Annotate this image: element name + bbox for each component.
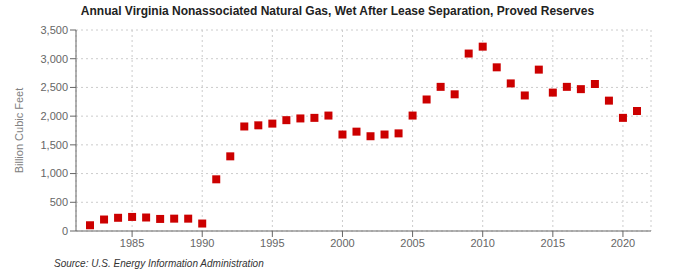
svg-text:2000: 2000 (330, 237, 354, 249)
svg-text:3,000: 3,000 (40, 53, 68, 65)
svg-text:2015: 2015 (541, 237, 565, 249)
svg-text:500: 500 (50, 196, 68, 208)
svg-text:1,500: 1,500 (40, 139, 68, 151)
svg-text:Billion Cubic Feet: Billion Cubic Feet (13, 88, 25, 174)
svg-text:1985: 1985 (120, 237, 144, 249)
svg-text:2,000: 2,000 (40, 110, 68, 122)
svg-text:1,000: 1,000 (40, 167, 68, 179)
html-text:Annual Virginia Nonassociated: Annual Virginia Nonassociated Natural Ga… (80, 4, 595, 18)
html-text:Source: U.S. Energy Informatio: Source: U.S. Energy Information Administ… (54, 258, 264, 269)
svg-text:3,500: 3,500 (40, 24, 68, 36)
svg-text:2,500: 2,500 (40, 81, 68, 93)
svg-text:0: 0 (62, 225, 68, 237)
svg-text:1995: 1995 (260, 237, 284, 249)
svg-text:2010: 2010 (470, 237, 494, 249)
svg-text:2005: 2005 (400, 237, 424, 249)
svg-text:1990: 1990 (190, 237, 214, 249)
svg-text:2020: 2020 (611, 237, 635, 249)
